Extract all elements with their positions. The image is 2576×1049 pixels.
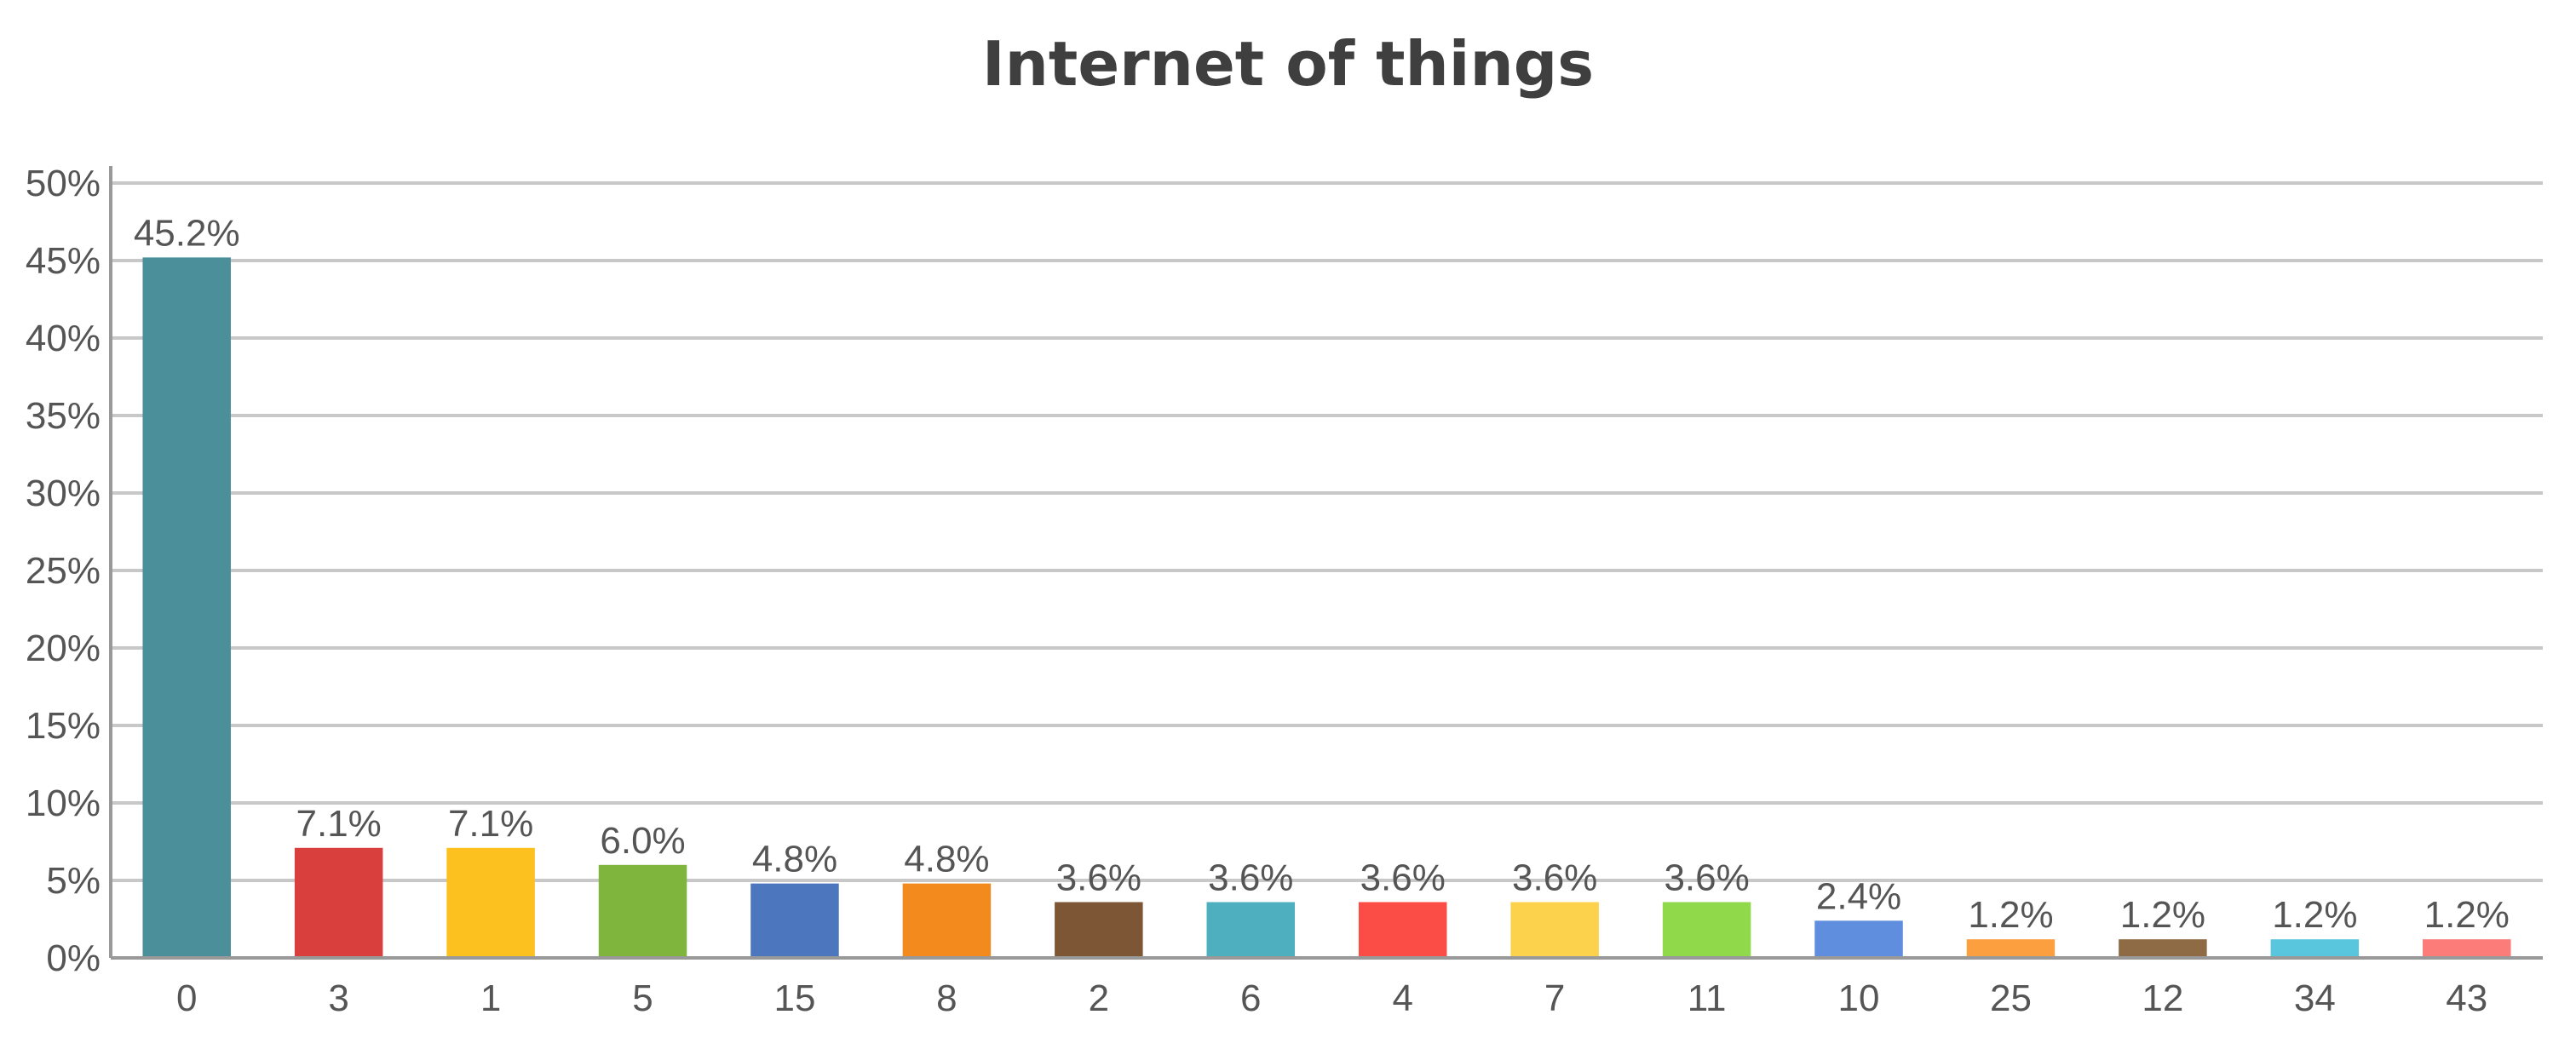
y-tick-label: 45% <box>26 240 101 282</box>
y-tick-label: 50% <box>26 163 101 204</box>
bar <box>1814 920 1903 958</box>
y-tick-label: 10% <box>26 782 101 824</box>
data-label: 3.6% <box>1360 857 1446 898</box>
y-tick-label: 15% <box>26 705 101 747</box>
bar <box>750 883 839 958</box>
bar <box>1206 902 1296 958</box>
data-label: 7.1% <box>296 803 382 845</box>
data-label: 1.2% <box>2120 894 2205 936</box>
y-tick-label: 5% <box>46 860 101 902</box>
x-tick-label: 7 <box>1544 977 1565 1019</box>
bar <box>1358 902 1447 958</box>
x-tick-label: 25 <box>1990 977 2032 1019</box>
x-tick-label: 8 <box>936 977 957 1019</box>
x-tick-label: 12 <box>2142 977 2183 1019</box>
data-label: 1.2% <box>2272 894 2357 936</box>
y-tick-label: 0% <box>46 937 101 979</box>
y-axis-tick-labels: 0% 5% 10% 15% 20% 25% 30% 35% 40% 45% 50% <box>26 163 101 979</box>
x-tick-label: 11 <box>1688 977 1727 1019</box>
x-tick-label: 15 <box>773 977 815 1019</box>
chart-title: Internet of things <box>982 28 1594 100</box>
data-label: 7.1% <box>448 803 533 845</box>
x-tick-label: 6 <box>1240 977 1261 1019</box>
data-label: 4.8% <box>904 839 989 880</box>
bar <box>2423 939 2511 958</box>
data-label: 3.6% <box>1208 857 1293 898</box>
x-tick-label: 43 <box>2446 977 2487 1019</box>
axes <box>109 166 2543 960</box>
bar <box>1510 902 1599 958</box>
bar <box>1966 939 2056 958</box>
x-tick-label: 1 <box>480 977 501 1019</box>
data-label: 3.6% <box>1056 857 1141 898</box>
x-tick-label: 34 <box>2294 977 2336 1019</box>
y-tick-label: 40% <box>26 318 101 359</box>
y-tick-label: 25% <box>26 550 101 592</box>
bar <box>142 257 231 958</box>
x-tick-label: 2 <box>1089 977 1109 1019</box>
y-tick-label: 30% <box>26 473 101 514</box>
bar <box>1055 902 1143 958</box>
y-tick-label: 35% <box>26 395 101 437</box>
bar <box>2270 939 2360 958</box>
bar <box>598 864 687 958</box>
x-tick-label: 0 <box>176 977 197 1019</box>
x-tick-label: 4 <box>1392 977 1412 1019</box>
gridlines <box>111 181 2543 882</box>
y-tick-label: 20% <box>26 628 101 669</box>
x-axis-tick-labels: 0 3 1 5 15 8 2 6 4 7 11 10 25 12 34 43 <box>176 977 2487 1019</box>
bar <box>294 847 383 958</box>
data-label: 6.0% <box>600 820 685 862</box>
data-label: 1.2% <box>1968 894 2053 936</box>
bar <box>902 883 992 958</box>
data-label: 3.6% <box>1664 857 1749 898</box>
x-tick-label: 3 <box>328 977 348 1019</box>
data-label: 1.2% <box>2424 894 2510 936</box>
x-tick-label: 5 <box>632 977 653 1019</box>
data-label: 4.8% <box>752 839 837 880</box>
bar <box>446 847 535 958</box>
bars <box>142 257 2511 958</box>
bar <box>2119 939 2207 958</box>
data-labels: 45.2% 7.1% 7.1% 6.0% 4.8% 4.8% 3.6% 3.6% 3.6% 3.6… <box>134 212 2510 936</box>
x-tick-label: 10 <box>1838 977 1880 1019</box>
bar <box>1662 902 1751 958</box>
data-label: 2.4% <box>1816 875 1901 917</box>
data-label: 3.6% <box>1512 857 1597 898</box>
data-label: 45.2% <box>134 212 240 254</box>
